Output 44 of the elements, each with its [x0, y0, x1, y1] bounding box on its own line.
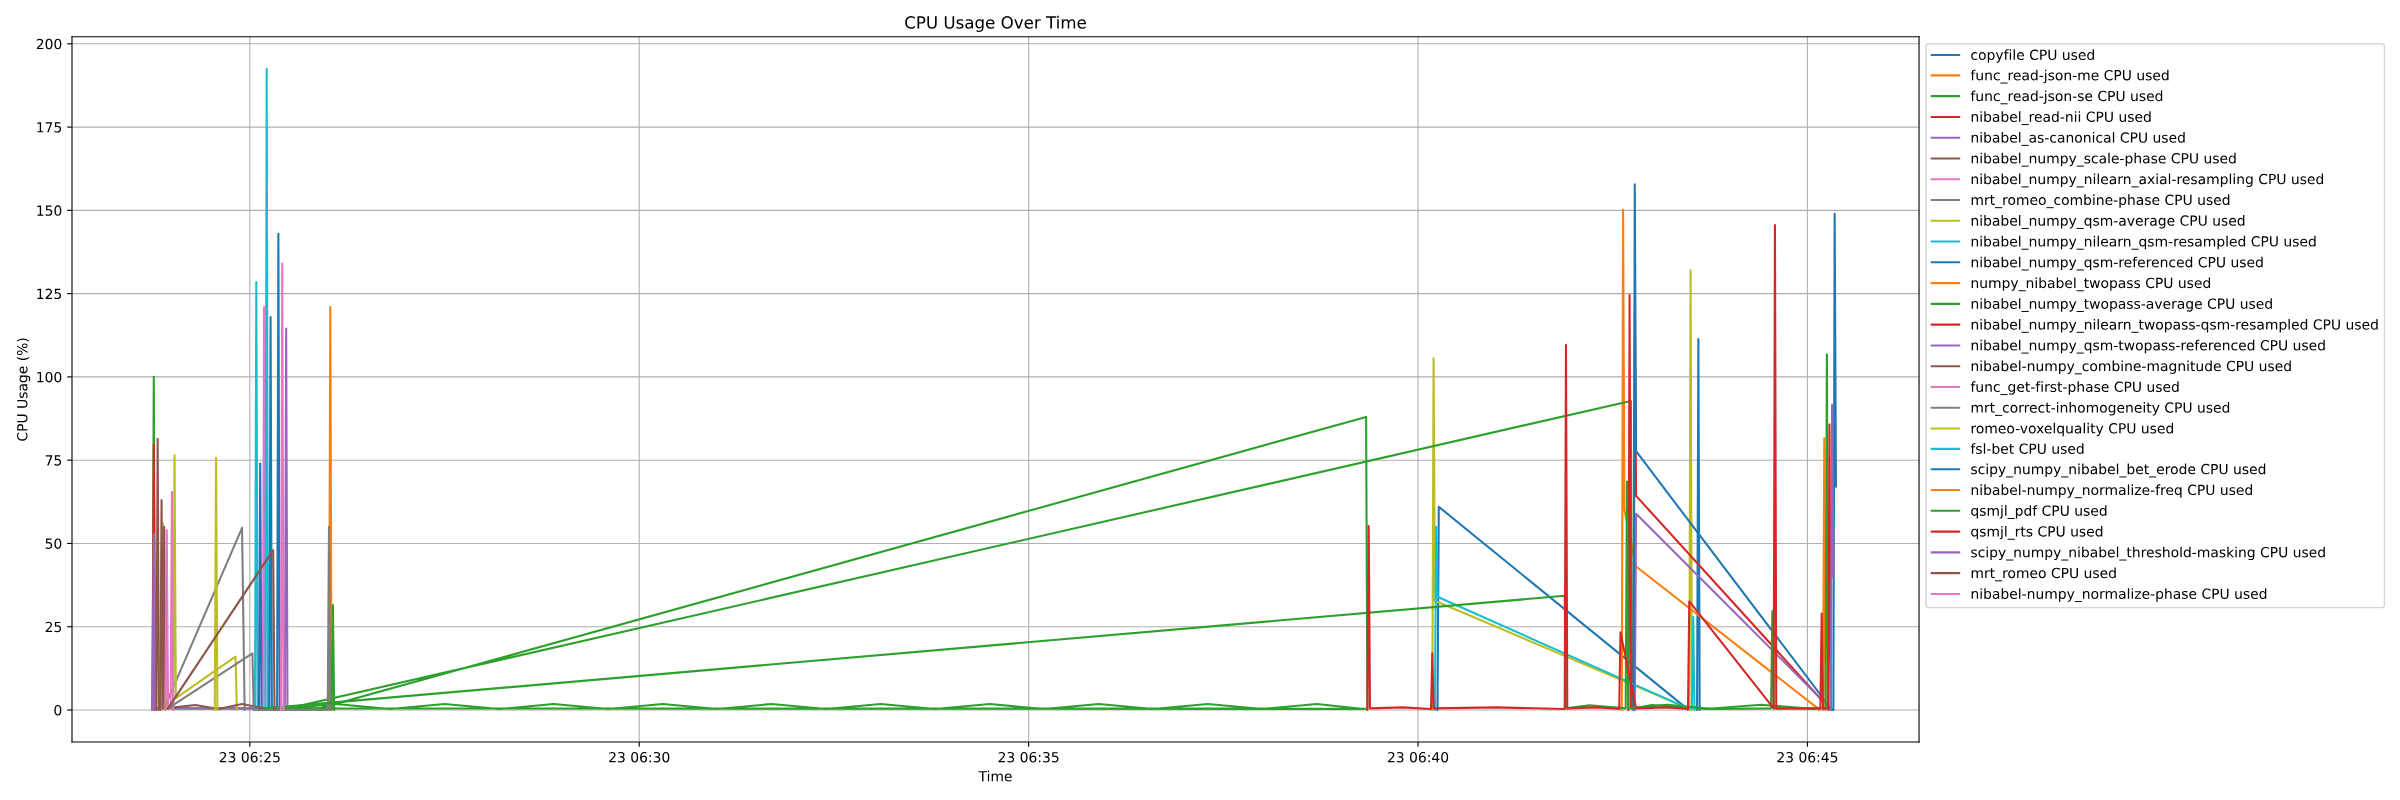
- legend-label: nibabel_numpy_twopass-average CPU used: [1971, 298, 2272, 313]
- legend-label: nibabel_numpy_nilearn_axial-resampling CPU used: [1971, 173, 2324, 188]
- y-tick-label: 150: [37, 205, 62, 216]
- legend-label: func_read-json-me CPU used: [1970, 69, 2169, 84]
- legend-label: nibabel_numpy_qsm-twopass-referenced CPU used: [1971, 339, 2325, 354]
- y-tick-label: 75: [45, 455, 62, 466]
- x-tick-label: 23 06:25: [219, 751, 280, 763]
- legend-label: mrt_romeo CPU used: [1971, 567, 2116, 582]
- legend-label: nibabel-numpy_normalize-phase CPU used: [1971, 588, 2267, 603]
- y-tick-label: 25: [45, 621, 62, 633]
- y-tick-label: 175: [37, 122, 62, 133]
- legend-label: numpy_nibabel_twopass CPU used: [1971, 277, 2210, 292]
- x-tick-label: 23 06:40: [1387, 751, 1449, 763]
- legend-label: func_read-json-se CPU used: [1970, 90, 2163, 105]
- legend-label: scipy_numpy_nibabel_bet_erode CPU used: [1971, 463, 2266, 478]
- legend-label: nibabel_read-nii CPU used: [1971, 111, 2151, 126]
- y-tick-label: 50: [45, 538, 62, 549]
- y-tick-label: 125: [37, 288, 62, 300]
- legend-label: qsmjl_rts CPU used: [1971, 525, 2103, 540]
- legend-label: romeo-voxelquality CPU used: [1971, 422, 2173, 437]
- y-tick-label: 200: [36, 38, 62, 50]
- legend-label: qsmjl_pdf CPU used: [1971, 505, 2107, 519]
- x-tick-label: 23 06:45: [1777, 751, 1838, 763]
- legend-label: nibabel-numpy_normalize-freq CPU used: [1971, 484, 2252, 499]
- legend-label: nibabel-numpy_combine-magnitude CPU used: [1971, 360, 2291, 375]
- x-axis-title: Time: [978, 770, 1012, 782]
- y-tick-label: 0: [54, 704, 62, 716]
- legend-label: nibabel_as-canonical CPU used: [1971, 132, 2185, 146]
- legend-label: nibabel_numpy_nilearn_twopass-qsm-resampled CPU used: [1971, 318, 2378, 333]
- x-tick-label: 23 06:35: [998, 751, 1059, 763]
- legend-label: scipy_numpy_nibabel_threshold-masking CPU used: [1971, 546, 2325, 561]
- legend-label: nibabel_numpy_scale-phase CPU used: [1971, 152, 2236, 167]
- legend-label: mrt_romeo_combine-phase CPU used: [1971, 194, 2230, 209]
- legend-label: mrt_correct-inhomogeneity CPU used: [1971, 402, 2230, 416]
- legend-label: copyfile CPU used: [1971, 49, 2094, 63]
- y-tick-label: 100: [37, 371, 62, 383]
- legend-label: nibabel_numpy_nilearn_qsm-resampled CPU used: [1971, 235, 2316, 250]
- legend-label: func_get-first-phase CPU used: [1970, 381, 2179, 396]
- legend-label: fsl-bet CPU used: [1970, 443, 2084, 454]
- y-axis-title: CPU Usage (%): [16, 338, 31, 441]
- legend-label: nibabel_numpy_qsm-average CPU used: [1971, 215, 2245, 229]
- legend-label: nibabel_numpy_qsm-referenced CPU used: [1971, 256, 2263, 271]
- x-tick-label: 23 06:30: [609, 751, 670, 763]
- chart-title: CPU Usage Over Time: [905, 15, 1086, 32]
